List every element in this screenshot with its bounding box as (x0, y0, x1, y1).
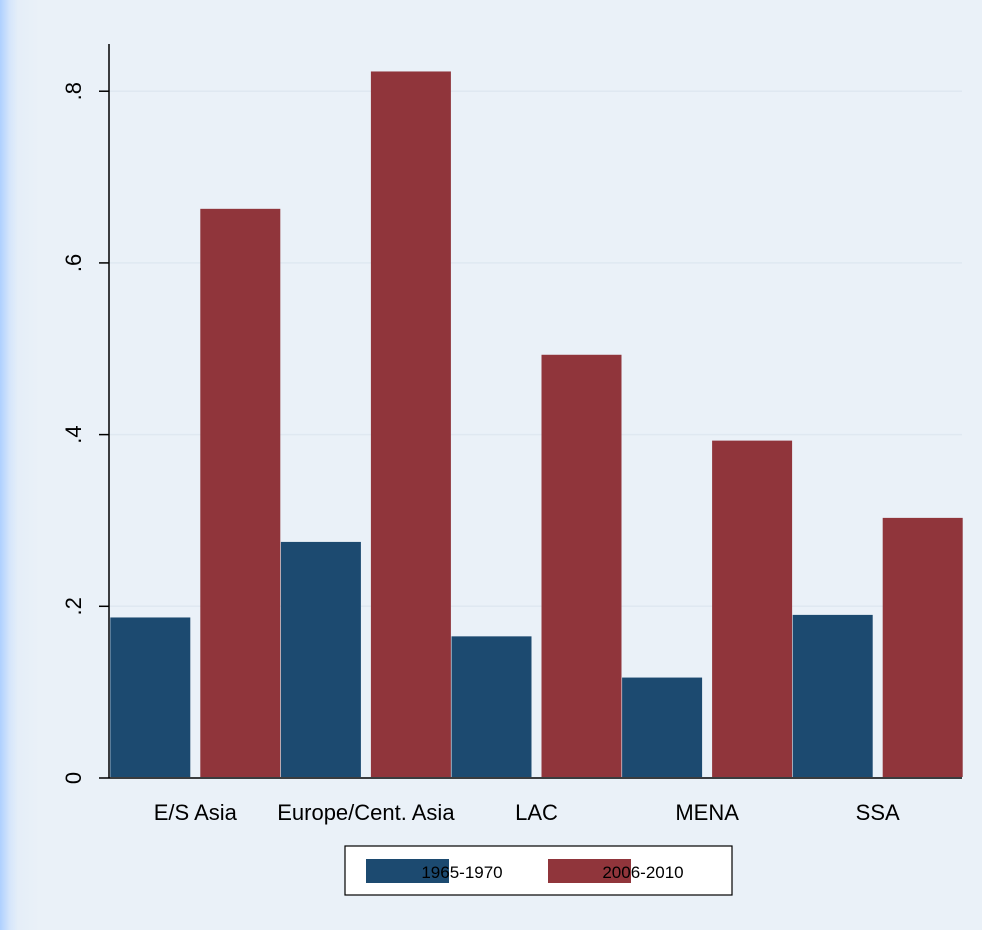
x-tick-label: SSA (856, 800, 900, 825)
legend-label: 1965-1970 (421, 863, 502, 882)
y-tick-label: .4 (61, 425, 86, 443)
bar-series2 (200, 208, 281, 777)
bar-series1 (451, 636, 532, 777)
bar-series1 (792, 614, 873, 777)
bar-series2 (541, 354, 622, 777)
bar-series1 (280, 541, 361, 777)
legend-swatch (366, 859, 449, 883)
x-tick-label: LAC (515, 800, 558, 825)
bar-series2 (882, 517, 963, 777)
x-tick-label: MENA (675, 800, 739, 825)
y-tick-label: .2 (61, 597, 86, 615)
bar-series1 (110, 617, 191, 777)
y-tick-label: .8 (61, 82, 86, 100)
bars (110, 71, 963, 778)
legend-label: 2006-2010 (602, 863, 683, 882)
bar-series2 (712, 440, 793, 777)
y-axis-ticks: 0 .2 .4 .6 .8 (61, 82, 109, 784)
bar-series1 (622, 677, 703, 777)
legend-swatch (548, 859, 631, 883)
x-axis-labels: E/S Asia Europe/Cent. Asia LAC MENA SSA (154, 800, 900, 825)
x-tick-label: Europe/Cent. Asia (277, 800, 455, 825)
legend: 1965-1970 2006-2010 (344, 845, 733, 896)
x-tick-label: E/S Asia (154, 800, 238, 825)
bar-series2 (370, 71, 451, 778)
y-tick-label: 0 (61, 772, 86, 784)
y-tick-label: .6 (61, 254, 86, 272)
